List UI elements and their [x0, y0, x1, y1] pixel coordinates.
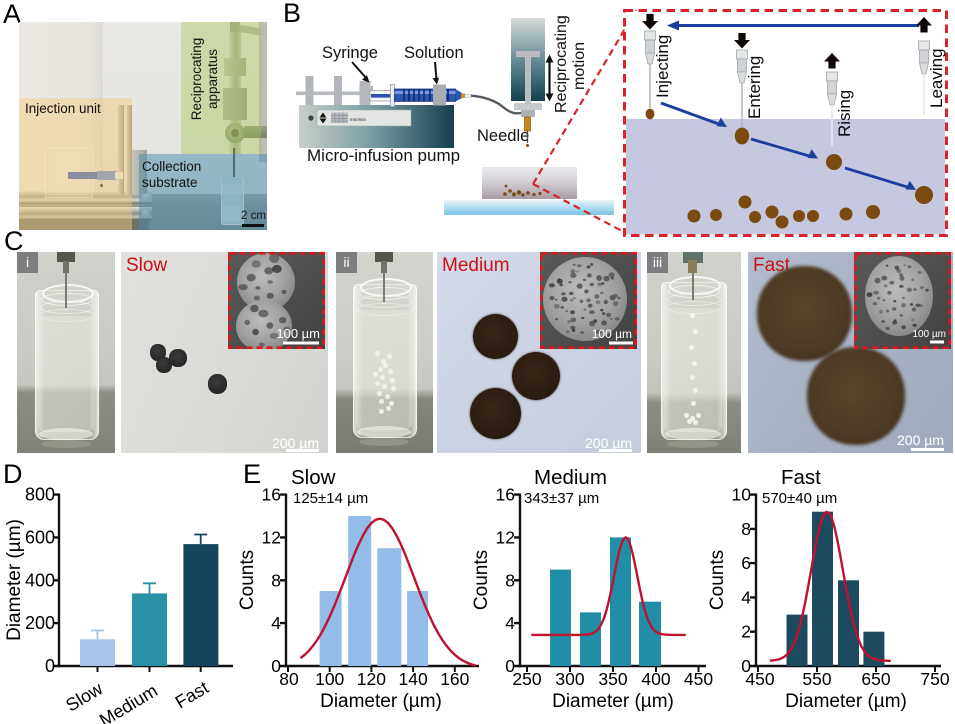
svg-text:0: 0 — [45, 656, 55, 676]
svg-text:motion: motion — [571, 42, 588, 90]
svg-text:Diameter (µm): Diameter (µm) — [320, 691, 442, 712]
svg-text:140: 140 — [398, 669, 427, 689]
svg-text:Rising: Rising — [835, 90, 854, 137]
svg-text:Medium: Medium — [534, 466, 607, 489]
svg-text:550: 550 — [802, 669, 831, 689]
svg-text:Medium: Medium — [96, 680, 161, 724]
svg-text:Diameter (µm): Diameter (µm) — [552, 691, 674, 712]
svg-text:0: 0 — [505, 656, 515, 676]
svg-text:6: 6 — [741, 553, 751, 573]
svg-text:8: 8 — [271, 570, 281, 590]
svg-text:Slow: Slow — [291, 466, 336, 489]
svg-text:80: 80 — [279, 669, 299, 689]
svg-text:200: 200 — [25, 613, 55, 633]
svg-text:400: 400 — [25, 570, 55, 590]
svg-text:Syringe: Syringe — [322, 44, 378, 62]
svg-text:4: 4 — [271, 613, 281, 633]
svg-text:8: 8 — [741, 519, 751, 539]
svg-text:160: 160 — [440, 669, 469, 689]
svg-text:mm/min: mm/min — [350, 117, 366, 122]
svg-text:Diameter (µm): Diameter (µm) — [785, 691, 907, 712]
svg-text:125±14 µm: 125±14 µm — [293, 490, 368, 507]
svg-text:Entering: Entering — [745, 56, 764, 119]
svg-text:300: 300 — [555, 669, 584, 689]
svg-text:Counts: Counts — [471, 550, 492, 610]
svg-text:343±37 µm: 343±37 µm — [524, 490, 599, 507]
svg-text:12: 12 — [496, 527, 515, 547]
svg-text:2: 2 — [741, 622, 751, 642]
svg-text:Counts: Counts — [237, 550, 258, 610]
svg-text:600: 600 — [25, 527, 55, 547]
svg-text:16: 16 — [496, 485, 515, 505]
svg-text:4: 4 — [505, 613, 515, 633]
svg-text:0: 0 — [741, 656, 751, 676]
svg-text:250: 250 — [512, 669, 541, 689]
svg-text:800: 800 — [25, 485, 55, 505]
svg-text:650: 650 — [861, 669, 890, 689]
svg-text:8: 8 — [505, 570, 515, 590]
svg-text:Injecting: Injecting — [653, 35, 672, 98]
svg-text:Diameter (µm): Diameter (µm) — [4, 519, 25, 641]
svg-text:100 µm: 100 µm — [592, 327, 632, 341]
svg-text:Solution: Solution — [404, 44, 464, 62]
svg-text:100: 100 — [315, 669, 344, 689]
svg-text:4: 4 — [741, 587, 751, 607]
svg-text:400: 400 — [641, 669, 670, 689]
svg-text:350: 350 — [598, 669, 627, 689]
svg-text:100 µm: 100 µm — [912, 329, 946, 340]
svg-text:0: 0 — [271, 656, 281, 676]
svg-text:750: 750 — [920, 669, 949, 689]
svg-text:12: 12 — [262, 527, 281, 547]
svg-text:120: 120 — [357, 669, 386, 689]
svg-text:450: 450 — [684, 669, 713, 689]
svg-text:10: 10 — [732, 485, 752, 505]
svg-text:Fast: Fast — [781, 466, 821, 489]
svg-text:Leaving: Leaving — [927, 48, 946, 108]
svg-text:Fast: Fast — [172, 677, 212, 712]
svg-text:570±40 µm: 570±40 µm — [762, 490, 837, 507]
svg-text:100 µm: 100 µm — [276, 326, 320, 341]
svg-text:Needle: Needle — [477, 127, 529, 145]
svg-text:16: 16 — [262, 485, 281, 505]
svg-text:Micro-infusion pump: Micro-infusion pump — [307, 146, 460, 165]
svg-text:Reciprocating: Reciprocating — [553, 15, 570, 113]
svg-text:Counts: Counts — [707, 550, 728, 610]
svg-text:450: 450 — [745, 669, 774, 689]
